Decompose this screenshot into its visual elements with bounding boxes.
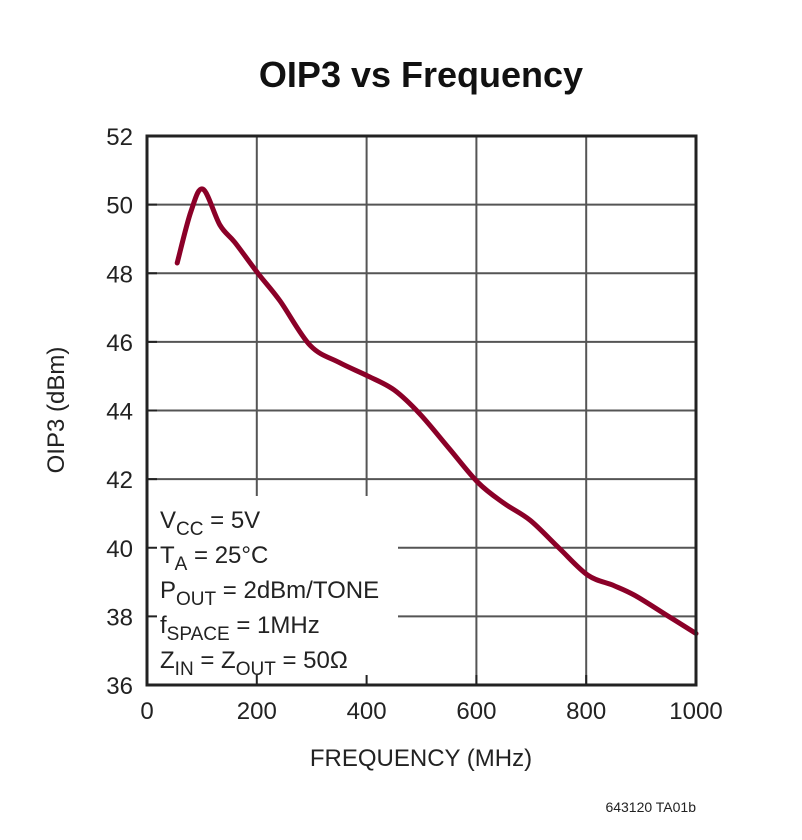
- y-tick-label: 52: [106, 124, 133, 151]
- condition-symbol: f: [160, 612, 167, 639]
- condition-subscript: A: [175, 554, 188, 575]
- condition-value: = 50Ω: [276, 647, 348, 674]
- y-axis-label: OIP3 (dBm): [43, 347, 70, 474]
- condition-line: TA = 25°C: [160, 542, 268, 575]
- figure-id: 643120 TA01b: [605, 799, 696, 815]
- y-tick-label: 50: [106, 193, 133, 220]
- condition-value: = 1MHz: [230, 612, 320, 639]
- condition-line: POUT = 2dBm/TONE: [160, 577, 379, 610]
- condition-value: = Z: [194, 647, 236, 674]
- condition-symbol: V: [160, 507, 176, 534]
- y-tick-label: 40: [106, 536, 133, 563]
- x-tick-label: 1000: [669, 698, 722, 725]
- condition-line: VCC = 5V: [160, 507, 260, 540]
- x-tick-label: 200: [237, 698, 277, 725]
- condition-symbol: Z: [160, 647, 175, 674]
- y-tick-label: 44: [106, 399, 133, 426]
- condition-subscript: SPACE: [167, 624, 230, 645]
- condition-subscript: IN: [175, 659, 194, 680]
- condition-value: = 25°C: [187, 542, 268, 569]
- oip3-series-line: [174, 186, 699, 637]
- condition-subscript: OUT: [176, 589, 217, 610]
- condition-value: = 5V: [203, 507, 260, 534]
- x-axis-label: FREQUENCY (MHz): [310, 745, 532, 772]
- condition-subscript: OUT: [236, 659, 277, 680]
- chart-title: OIP3 vs Frequency: [259, 54, 583, 95]
- y-tick-label: 48: [106, 261, 133, 288]
- y-tick-label: 36: [106, 673, 133, 700]
- condition-symbol: T: [160, 542, 175, 569]
- condition-value: = 2dBm/TONE: [216, 577, 379, 604]
- y-tick-label: 42: [106, 467, 133, 494]
- condition-line: fSPACE = 1MHz: [160, 612, 320, 645]
- x-tick-label: 800: [566, 698, 606, 725]
- y-tick-label: 38: [106, 604, 133, 631]
- x-tick-label: 400: [347, 698, 387, 725]
- condition-subscript: CC: [176, 519, 203, 540]
- x-tick-label: 600: [456, 698, 496, 725]
- condition-line: ZIN = ZOUT = 50Ω: [160, 647, 348, 680]
- annotation-box: [148, 496, 398, 684]
- y-tick-label: 46: [106, 330, 133, 357]
- x-tick-label: 0: [140, 698, 153, 725]
- condition-symbol: P: [160, 577, 176, 604]
